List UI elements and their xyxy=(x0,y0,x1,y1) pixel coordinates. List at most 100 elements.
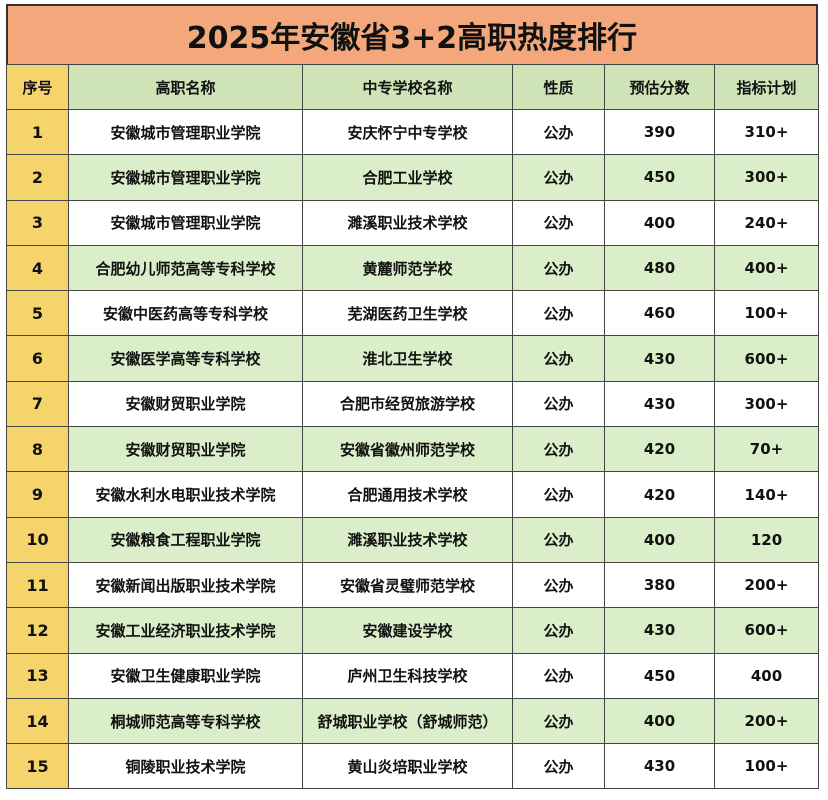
cell-college: 安徽医学高等专科学校 xyxy=(68,335,303,382)
cell-school: 安庆怀宁中专学校 xyxy=(302,108,513,156)
table-row: 15 铜陵职业技术学院 黄山炎培职业学校 公办 430 100+ xyxy=(6,743,819,790)
cell-quota: 70+ xyxy=(714,426,819,473)
cell-score: 390 xyxy=(604,108,715,156)
header-nature: 性质 xyxy=(512,64,605,110)
cell-nature: 公办 xyxy=(512,607,605,654)
cell-school: 芜湖医药卫生学校 xyxy=(302,290,513,337)
cell-school: 安徽建设学校 xyxy=(302,607,513,654)
cell-quota: 300+ xyxy=(714,380,819,428)
table-row: 10 安徽粮食工程职业学院 濉溪职业技术学校 公办 400 120 xyxy=(6,516,819,563)
cell-college: 安徽工业经济职业技术学院 xyxy=(68,607,303,654)
cell-nature: 公办 xyxy=(512,697,605,745)
cell-college: 合肥幼儿师范高等专科学校 xyxy=(68,244,303,292)
table-row: 11 安徽新闻出版职业技术学院 安徽省灵璧师范学校 公办 380 200+ xyxy=(6,561,819,609)
header-college: 高职名称 xyxy=(68,64,303,110)
cell-score: 420 xyxy=(604,471,715,518)
cell-quota: 600+ xyxy=(714,335,819,382)
cell-quota: 310+ xyxy=(714,108,819,156)
table-row: 5 安徽中医药高等专科学校 芜湖医药卫生学校 公办 460 100+ xyxy=(6,290,819,337)
cell-index: 6 xyxy=(6,335,69,382)
cell-index: 15 xyxy=(6,743,69,790)
cell-quota: 200+ xyxy=(714,561,819,609)
cell-college: 安徽中医药高等专科学校 xyxy=(68,290,303,337)
cell-index: 14 xyxy=(6,697,69,745)
table-row: 8 安徽财贸职业学院 安徽省徽州师范学校 公办 420 70+ xyxy=(6,426,819,473)
cell-index: 12 xyxy=(6,607,69,654)
cell-nature: 公办 xyxy=(512,199,605,246)
cell-index: 8 xyxy=(6,426,69,473)
table-row: 12 安徽工业经济职业技术学院 安徽建设学校 公办 430 600+ xyxy=(6,607,819,654)
cell-score: 430 xyxy=(604,607,715,654)
cell-nature: 公办 xyxy=(512,154,605,201)
cell-college: 安徽城市管理职业学院 xyxy=(68,199,303,246)
cell-quota: 200+ xyxy=(714,697,819,745)
cell-nature: 公办 xyxy=(512,652,605,699)
cell-index: 7 xyxy=(6,380,69,428)
cell-index: 9 xyxy=(6,471,69,518)
table-row: 9 安徽水利水电职业技术学院 合肥通用技术学校 公办 420 140+ xyxy=(6,471,819,518)
cell-quota: 100+ xyxy=(714,290,819,337)
cell-school: 濉溪职业技术学校 xyxy=(302,199,513,246)
cell-college: 安徽新闻出版职业技术学院 xyxy=(68,561,303,609)
cell-score: 430 xyxy=(604,380,715,428)
cell-college: 安徽卫生健康职业学院 xyxy=(68,652,303,699)
cell-index: 2 xyxy=(6,154,69,201)
cell-quota: 100+ xyxy=(714,743,819,790)
cell-score: 380 xyxy=(604,561,715,609)
cell-school: 淮北卫生学校 xyxy=(302,335,513,382)
cell-school: 安徽省徽州师范学校 xyxy=(302,426,513,473)
cell-score: 400 xyxy=(604,697,715,745)
cell-score: 460 xyxy=(604,290,715,337)
cell-nature: 公办 xyxy=(512,335,605,382)
header-score: 预估分数 xyxy=(604,64,715,110)
table-row: 2 安徽城市管理职业学院 合肥工业学校 公办 450 300+ xyxy=(6,154,819,201)
cell-college: 安徽财贸职业学院 xyxy=(68,426,303,473)
cell-nature: 公办 xyxy=(512,426,605,473)
cell-nature: 公办 xyxy=(512,244,605,292)
table-row: 7 安徽财贸职业学院 合肥市经贸旅游学校 公办 430 300+ xyxy=(6,380,819,428)
page-title: 2025年安徽省3+2高职热度排行 xyxy=(6,4,818,66)
cell-score: 450 xyxy=(604,154,715,201)
cell-school: 合肥市经贸旅游学校 xyxy=(302,380,513,428)
cell-quota: 240+ xyxy=(714,199,819,246)
cell-quota: 140+ xyxy=(714,471,819,518)
cell-score: 420 xyxy=(604,426,715,473)
cell-college: 铜陵职业技术学院 xyxy=(68,743,303,790)
cell-college: 安徽水利水电职业技术学院 xyxy=(68,471,303,518)
cell-college: 安徽粮食工程职业学院 xyxy=(68,516,303,563)
cell-index: 5 xyxy=(6,290,69,337)
cell-score: 400 xyxy=(604,199,715,246)
cell-college: 安徽财贸职业学院 xyxy=(68,380,303,428)
cell-nature: 公办 xyxy=(512,108,605,156)
header-quota: 指标计划 xyxy=(714,64,819,110)
table-row: 6 安徽医学高等专科学校 淮北卫生学校 公办 430 600+ xyxy=(6,335,819,382)
cell-school: 安徽省灵璧师范学校 xyxy=(302,561,513,609)
cell-index: 11 xyxy=(6,561,69,609)
cell-index: 13 xyxy=(6,652,69,699)
cell-score: 480 xyxy=(604,244,715,292)
cell-school: 黄山炎培职业学校 xyxy=(302,743,513,790)
cell-index: 4 xyxy=(6,244,69,292)
header-index: 序号 xyxy=(6,64,69,110)
table-header-row: 序号 高职名称 中专学校名称 性质 预估分数 指标计划 xyxy=(6,64,819,110)
table-row: 13 安徽卫生健康职业学院 庐州卫生科技学校 公办 450 400 xyxy=(6,652,819,699)
cell-college: 桐城师范高等专科学校 xyxy=(68,697,303,745)
cell-index: 1 xyxy=(6,108,69,156)
cell-quota: 400 xyxy=(714,652,819,699)
cell-quota: 120 xyxy=(714,516,819,563)
table-row: 14 桐城师范高等专科学校 舒城职业学校（舒城师范） 公办 400 200+ xyxy=(6,697,819,745)
table-row: 3 安徽城市管理职业学院 濉溪职业技术学校 公办 400 240+ xyxy=(6,199,819,246)
header-school: 中专学校名称 xyxy=(302,64,513,110)
cell-college: 安徽城市管理职业学院 xyxy=(68,154,303,201)
cell-nature: 公办 xyxy=(512,290,605,337)
cell-quota: 300+ xyxy=(714,154,819,201)
cell-score: 430 xyxy=(604,743,715,790)
cell-nature: 公办 xyxy=(512,516,605,563)
cell-score: 450 xyxy=(604,652,715,699)
cell-quota: 400+ xyxy=(714,244,819,292)
table-row: 4 合肥幼儿师范高等专科学校 黄麓师范学校 公办 480 400+ xyxy=(6,244,819,292)
cell-nature: 公办 xyxy=(512,380,605,428)
cell-school: 合肥工业学校 xyxy=(302,154,513,201)
cell-school: 黄麓师范学校 xyxy=(302,244,513,292)
cell-school: 庐州卫生科技学校 xyxy=(302,652,513,699)
